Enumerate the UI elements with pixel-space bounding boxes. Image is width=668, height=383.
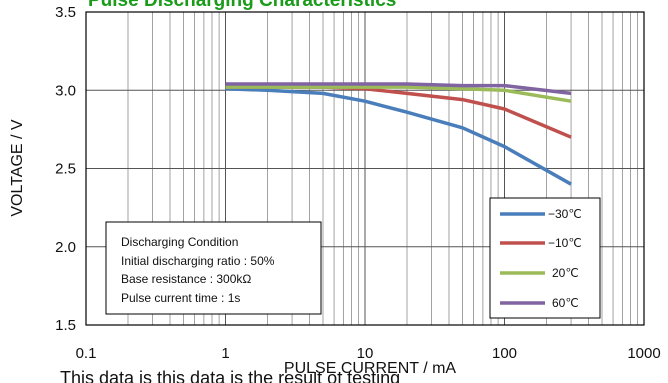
x-tick-label: 100: [492, 345, 517, 362]
x-axis-label: PULSE CURRENT / mA: [284, 360, 457, 377]
x-tick-label: 1000: [627, 345, 660, 362]
annotation-line-3: Base resistance : 300kΩ: [121, 272, 251, 286]
annotation-line-1: Discharging Condition: [121, 235, 238, 249]
y-tick-labels: 1.5 2.0 2.5 3.0 3.5: [55, 4, 76, 334]
y-axis-label: VOLTAGE / V: [9, 119, 26, 217]
x-label-backdrop: [290, 358, 470, 372]
plot-frame: [85, 11, 645, 326]
y-tick-label: 3.0: [55, 82, 76, 99]
series-line-2: [225, 85, 572, 103]
y-tick-label: 2.5: [55, 161, 76, 178]
y-tick-label: 1.5: [55, 317, 76, 334]
legend-label-minus10: −10℃: [548, 236, 582, 250]
series-line-3: [225, 82, 572, 96]
legend: −30℃ −10℃ 20℃ 60℃: [489, 197, 601, 319]
x-tick-labels: 0.1 1 10 100 1000: [76, 345, 661, 362]
legend-label-60: 60℃: [552, 296, 579, 310]
x-tick-label: 10: [357, 345, 374, 362]
y-tick-label: 2.0: [55, 239, 76, 256]
y-tick-label: 3.5: [55, 4, 76, 21]
series-line-0: [225, 86, 572, 186]
legend-label-20: 20℃: [552, 266, 579, 280]
annotation-box: Discharging Condition Initial dischargin…: [105, 221, 322, 315]
legend-label-minus30: −30℃: [548, 207, 582, 221]
chart-title: Pulse Discharging Characteristics: [88, 0, 396, 11]
annotation-line-2: Initial discharging ratio : 50%: [121, 254, 275, 268]
annotation-line-4: Pulse current time : 1s: [121, 291, 240, 305]
x-tick-label: 1: [221, 345, 229, 362]
footer-text: This data is this data is the result of …: [60, 368, 400, 383]
series-lines: [225, 82, 572, 186]
x-tick-label: 0.1: [76, 345, 97, 362]
